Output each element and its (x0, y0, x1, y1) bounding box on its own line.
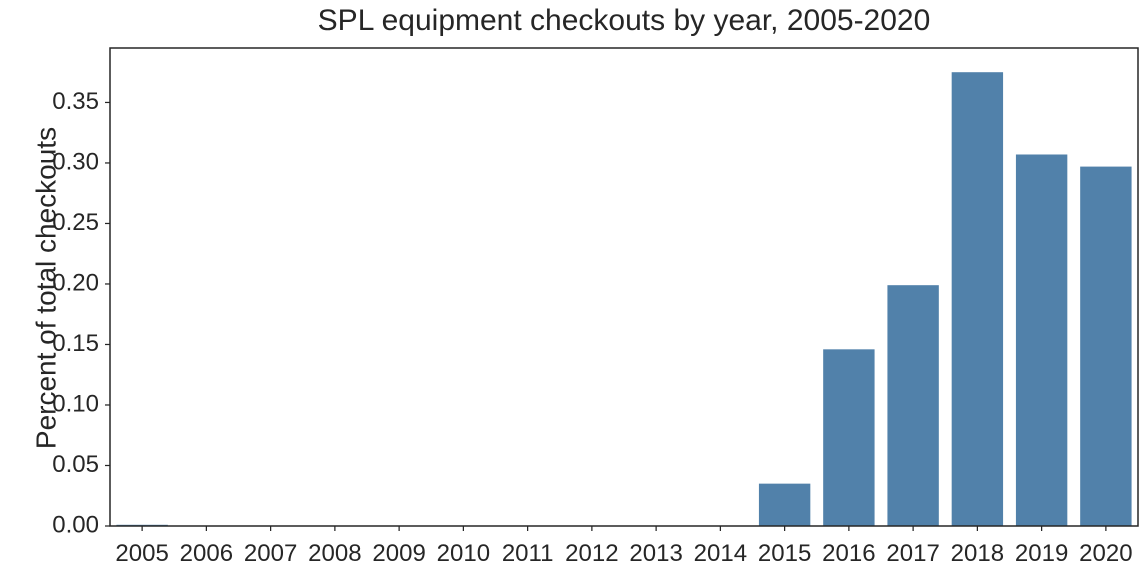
x-tick-label: 2017 (886, 540, 939, 567)
x-tick-label: 2010 (437, 540, 490, 567)
x-tick-label: 2007 (244, 540, 297, 567)
bar-2020 (1080, 166, 1132, 526)
bar-2016 (823, 349, 875, 526)
bar-2015 (758, 483, 811, 526)
y-tick-label: 0.10 (52, 390, 99, 417)
x-tick-label: 2011 (502, 540, 554, 567)
y-tick-label: 0.25 (52, 209, 99, 236)
plot-frame (109, 47, 1139, 527)
bars-group (116, 72, 1132, 527)
y-ticks-group: 0.00 0.05 0.10 0.15 0.20 0.25 0.30 0.35 (52, 88, 110, 538)
chart-title: SPL equipment checkouts by year, 2005-20… (318, 4, 931, 37)
y-tick-label: 0.00 (52, 511, 99, 538)
x-tick-label: 2014 (694, 540, 747, 567)
x-tick-label: 2015 (758, 540, 811, 567)
y-axis-label: Percent of total checkouts (30, 127, 61, 449)
y-tick-label: 0.15 (52, 330, 99, 357)
bar-2018 (951, 72, 1004, 527)
y-tick-label: 0.20 (52, 269, 99, 296)
x-tick-label: 2018 (951, 540, 1004, 567)
bar-2019 (1015, 154, 1068, 526)
x-tick-label: 2006 (180, 540, 233, 567)
x-tick-label: 2016 (822, 540, 875, 567)
x-ticks-group: 2005 2006 2007 2008 2009 2010 2011 2012 2013 2014… (115, 526, 1133, 567)
y-tick-label: 0.35 (52, 88, 99, 115)
y-tick-label: 0.30 (52, 148, 99, 175)
bar-2017 (887, 285, 939, 526)
x-tick-label: 2008 (308, 540, 361, 567)
x-tick-label: 2013 (629, 540, 682, 567)
x-tick-label: 2020 (1079, 540, 1132, 567)
x-tick-label: 2019 (1015, 540, 1068, 567)
x-tick-label: 2005 (115, 540, 168, 567)
y-tick-label: 0.05 (52, 451, 99, 478)
x-tick-label: 2009 (372, 540, 425, 567)
x-tick-label: 2012 (565, 540, 618, 567)
